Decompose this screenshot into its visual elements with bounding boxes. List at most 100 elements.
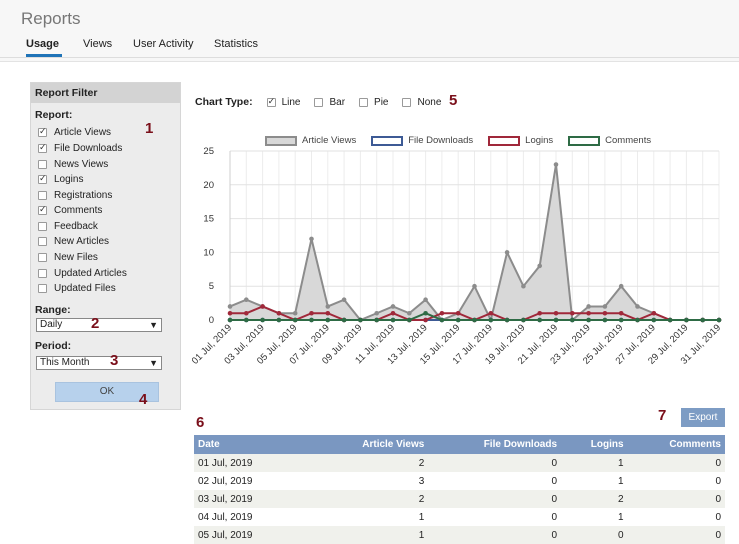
ok-button[interactable]: OK [55, 382, 159, 402]
report-option-logins[interactable]: Logins [38, 172, 83, 186]
y-tick-label: 10 [203, 247, 214, 258]
marker-2: 2 [91, 315, 100, 332]
data-point [309, 317, 314, 323]
data-point [684, 317, 689, 323]
report-option-label: News Views [54, 158, 109, 170]
tab-views[interactable]: Views [83, 38, 113, 50]
checkbox[interactable] [38, 173, 47, 184]
checkbox[interactable] [38, 236, 47, 246]
column-header-article-views[interactable]: Article Views [314, 435, 429, 454]
checkbox[interactable] [359, 97, 369, 107]
data-point [341, 297, 347, 303]
data-point [227, 304, 233, 309]
column-header-date[interactable]: Date [194, 435, 314, 454]
data-point [244, 297, 249, 303]
marker-6: 6 [196, 414, 205, 431]
export-button[interactable]: Export [681, 408, 725, 427]
table-cell: 0 [627, 472, 725, 490]
data-point [244, 310, 249, 316]
report-option-new-articles[interactable]: New Articles [38, 234, 109, 248]
data-point [553, 162, 559, 167]
report-option-label: Article Views [54, 126, 112, 138]
data-point [651, 317, 657, 323]
report-option-label: Updated Articles [54, 267, 127, 279]
table-row: 03 Jul, 2019 2 0 2 0 [194, 490, 725, 508]
report-option-updated-files[interactable]: Updated Files [38, 281, 116, 295]
data-point [553, 310, 559, 316]
checkbox[interactable] [38, 221, 47, 231]
data-point [341, 317, 347, 323]
data-point [570, 310, 575, 316]
tab-statistics[interactable]: Statistics [214, 38, 259, 50]
period-select[interactable]: This Month ▼ [36, 356, 162, 370]
report-option-article-views[interactable]: Article Views [38, 125, 111, 139]
tab-usage[interactable]: Usage [26, 38, 60, 50]
report-option-feedback[interactable]: Feedback [38, 219, 98, 233]
checkbox[interactable] [402, 97, 412, 107]
checkbox[interactable] [38, 190, 47, 200]
checkbox[interactable] [38, 252, 47, 262]
table-cell: 0 [428, 490, 562, 508]
table-cell: 2 [561, 490, 628, 508]
report-option-label: Feedback [54, 220, 98, 232]
report-option-comments[interactable]: Comments [38, 203, 102, 217]
legend-item-comments[interactable]: Comments [568, 135, 651, 146]
legend-item-logins[interactable]: Logins [488, 135, 553, 146]
data-point [325, 317, 331, 323]
report-option-file-downloads[interactable]: File Downloads [38, 141, 122, 155]
active-tab-indicator [26, 54, 62, 57]
data-point [602, 304, 608, 309]
table-cell: 0 [428, 508, 562, 526]
chart-type-line[interactable]: Line [266, 96, 301, 108]
report-option-registrations[interactable]: Registrations [38, 188, 112, 202]
column-header-file-downloads[interactable]: File Downloads [428, 435, 562, 454]
data-point [635, 304, 640, 309]
checkbox[interactable] [38, 268, 47, 278]
data-point [602, 310, 608, 316]
chart-type-pie[interactable]: Pie [359, 97, 388, 108]
data-point [618, 317, 624, 323]
chart-type-label: Chart Type: [195, 96, 253, 108]
legend-item-article-views[interactable]: Article Views [265, 135, 356, 146]
data-point [244, 317, 249, 323]
checkbox[interactable] [38, 204, 47, 215]
report-option-label: New Files [54, 251, 98, 263]
checkbox[interactable] [38, 142, 47, 153]
report-option-news-views[interactable]: News Views [38, 157, 108, 171]
report-option-updated-articles[interactable]: Updated Articles [38, 266, 127, 280]
tab-user-activity[interactable]: User Activity [133, 38, 194, 50]
chart-type-option-label: Line [281, 96, 301, 108]
checkbox[interactable] [314, 97, 324, 107]
checkbox[interactable] [38, 159, 47, 169]
data-point [455, 310, 461, 316]
data-point [521, 317, 526, 323]
range-label: Range: [35, 304, 71, 316]
series-area-0 [230, 164, 719, 320]
table-cell: 1 [561, 454, 628, 472]
data-point [700, 317, 705, 323]
checkbox[interactable] [266, 96, 276, 107]
table-cell: 05 Jul, 2019 [194, 526, 314, 544]
column-header-comments[interactable]: Comments [627, 435, 725, 454]
table-cell: 0 [428, 526, 562, 544]
data-point [537, 317, 542, 323]
table-cell: 1 [561, 508, 628, 526]
data-point [309, 310, 314, 316]
data-point [407, 317, 412, 323]
table-cell: 0 [561, 526, 628, 544]
chart-type-bar[interactable]: Bar [314, 97, 345, 108]
report-option-new-files[interactable]: New Files [38, 250, 98, 264]
chart-type-none[interactable]: None [402, 97, 441, 108]
data-point [586, 317, 591, 323]
column-header-logins[interactable]: Logins [561, 435, 628, 454]
legend-item-file-downloads[interactable]: File Downloads [371, 135, 473, 146]
range-select[interactable]: Daily ▼ [36, 318, 162, 332]
checkbox[interactable] [38, 283, 47, 293]
chart-type-option-label: None [417, 96, 442, 108]
data-point [537, 263, 542, 269]
table-cell: 0 [627, 508, 725, 526]
data-point [553, 317, 559, 323]
checkbox[interactable] [38, 126, 47, 137]
marker-7: 7 [658, 407, 667, 424]
data-point [651, 310, 657, 316]
